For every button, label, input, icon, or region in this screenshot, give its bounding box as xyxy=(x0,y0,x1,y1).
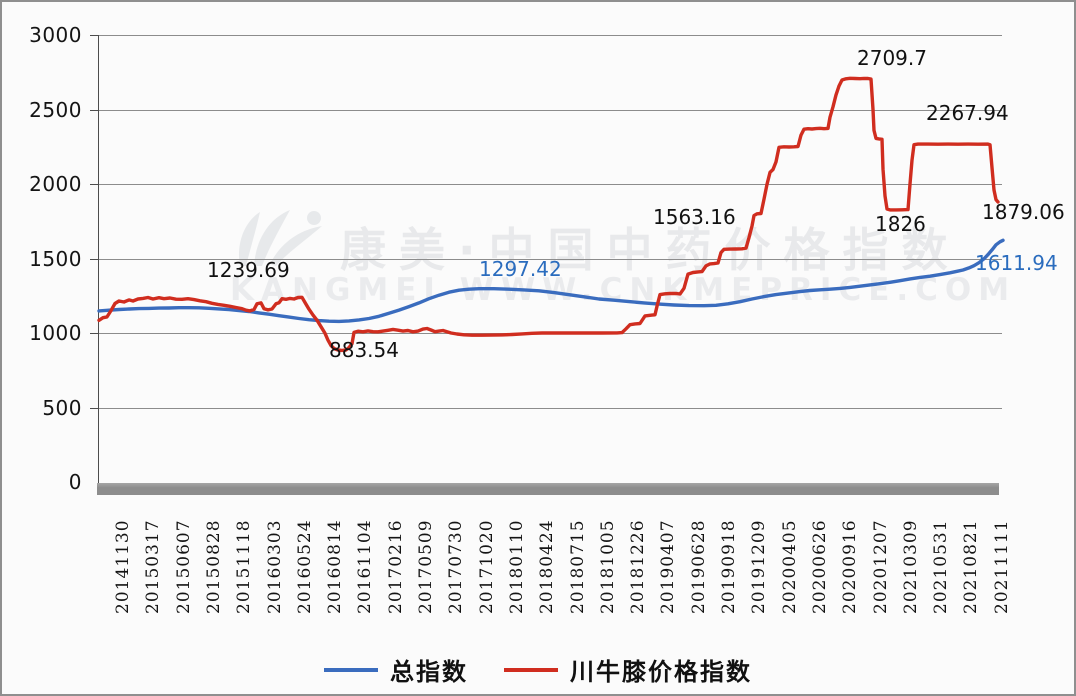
y-tick-1000 xyxy=(90,333,99,334)
gridline-2000 xyxy=(99,184,1002,185)
x-axis-label-20180110: 20180110 xyxy=(506,519,527,614)
x-axis-label-20170509: 20170509 xyxy=(416,519,436,614)
gridline-3000 xyxy=(99,35,1002,36)
x-axis-label-20210531: 20210531 xyxy=(931,519,952,614)
x-axis-label-20200916: 20200916 xyxy=(840,519,861,614)
legend-line-red-icon xyxy=(504,667,558,672)
gridline-2500 xyxy=(99,109,1002,111)
x-axis-label-20141130: 20141130 xyxy=(113,519,133,614)
legend-line-blue-icon xyxy=(324,667,378,672)
y-axis-label-500: 500 xyxy=(42,395,82,420)
x-axis-label-20150828: 20150828 xyxy=(203,519,224,614)
y-axis-label-0: 0 xyxy=(68,470,82,494)
legend-label-chuanniuxi: 川牛膝价格指数 xyxy=(570,658,752,686)
x-axis-label-20190407: 20190407 xyxy=(658,519,679,614)
x-axis-label-20190628: 20190628 xyxy=(688,519,709,614)
y-tick-2500 xyxy=(90,109,99,111)
callout-1563.16: 1563.16 xyxy=(653,205,736,229)
callout-883.54: 883.54 xyxy=(329,338,399,362)
y-axis-label-3000: 3000 xyxy=(29,23,82,47)
y-axis-label-2000: 2000 xyxy=(29,172,82,196)
x-axis-label-20210821: 20210821 xyxy=(961,519,982,614)
x-axis-label-20160303: 20160303 xyxy=(264,519,285,614)
x-axis-label-20180715: 20180715 xyxy=(567,519,588,614)
x-axis-label-20161104: 20161104 xyxy=(355,519,376,614)
x-axis-label-20160524: 20160524 xyxy=(294,519,315,614)
x-axis-label-20181226: 20181226 xyxy=(628,519,649,614)
callout-1879.06: 1879.06 xyxy=(982,200,1065,224)
x-axis-label-20181005: 20181005 xyxy=(597,519,618,614)
y-tick-2000 xyxy=(90,184,99,185)
series-line-chuanniuxi xyxy=(97,76,1000,353)
x-axis-label-20170216: 20170216 xyxy=(385,519,406,614)
callout-1611.94: 1611.94 xyxy=(975,251,1058,275)
callout-1239.69: 1239.69 xyxy=(207,258,290,282)
legend: 总指数 川牛膝价格指数 xyxy=(2,652,1074,687)
x-axis-label-20200626: 20200626 xyxy=(809,519,830,614)
x-axis-label-20171020: 20171020 xyxy=(476,519,497,614)
y-tick-1500 xyxy=(90,258,99,260)
gridline-500 xyxy=(99,407,1002,409)
y-axis-label-1000: 1000 xyxy=(29,321,82,345)
callout-2709.7: 2709.7 xyxy=(857,46,927,70)
x-axis-label-20151118: 20151118 xyxy=(234,519,255,614)
legend-label-total-index: 总指数 xyxy=(390,658,468,686)
legend-item-total-index: 总指数 xyxy=(324,652,468,687)
gridline-1500 xyxy=(99,258,1002,260)
x-axis-label-20160814: 20160814 xyxy=(325,519,346,614)
y-tick-3000 xyxy=(90,35,99,36)
x-axis-label-20201207: 20201207 xyxy=(870,519,891,614)
y-axis-label-2500: 2500 xyxy=(29,97,82,122)
x-axis-label-20210309: 20210309 xyxy=(900,519,921,614)
x-axis-label-20170730: 20170730 xyxy=(446,519,467,614)
x-axis-label-20200405: 20200405 xyxy=(779,519,800,614)
x-axis-3d-bar xyxy=(97,483,999,495)
y-tick-500 xyxy=(90,407,99,409)
x-axis-label-20211111: 20211111 xyxy=(991,519,1012,614)
callout-2267.94: 2267.94 xyxy=(926,101,1009,125)
x-axis-label-20190918: 20190918 xyxy=(719,519,739,614)
x-axis-label-20150317: 20150317 xyxy=(143,519,164,614)
callout-1297.42: 1297.42 xyxy=(479,257,562,281)
x-axis-label-20150607: 20150607 xyxy=(173,519,194,614)
x-axis-label-20180424: 20180424 xyxy=(537,519,558,614)
callout-1826: 1826 xyxy=(875,212,926,236)
y-axis-label-1500: 1500 xyxy=(29,246,82,271)
legend-item-chuanniuxi: 川牛膝价格指数 xyxy=(504,652,752,687)
x-axis-label-20191209: 20191209 xyxy=(749,519,770,614)
